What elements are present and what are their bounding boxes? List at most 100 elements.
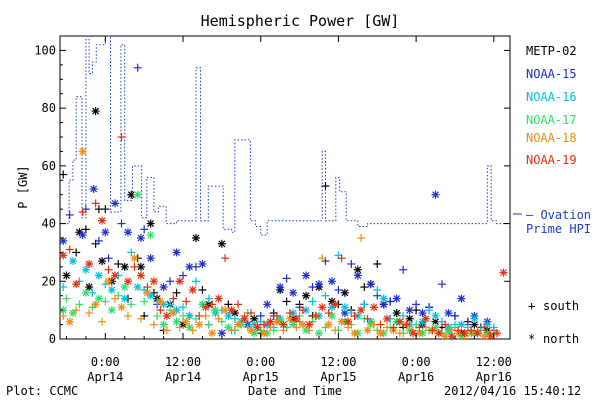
data-point [499,268,508,277]
footer-timestamp: 2012/04/16 15:40:12 [444,384,582,398]
data-point [153,311,162,320]
legend-item-noaa-18: NOAA-18 [526,131,577,145]
data-point [191,234,200,242]
data-point [182,297,191,306]
data-point [259,329,268,338]
data-point [130,262,139,271]
data-point [366,280,375,289]
x-tick-label-date: Apr15 [243,370,279,384]
data-point [195,311,204,320]
series-metp-02 [59,107,498,338]
data-point [428,326,437,335]
data-point [331,326,340,335]
data-point [65,210,74,219]
data-point [289,320,298,329]
legend-item-noaa-15: NOAA-15 [526,67,577,81]
data-point [431,311,440,320]
data-point [182,317,191,326]
data-point [253,323,262,332]
data-point [434,329,443,338]
data-point [72,248,81,257]
data-point [172,288,181,297]
data-point [198,259,207,268]
data-point [467,326,476,335]
data-point [101,205,110,214]
data-point [162,326,171,335]
data-point [227,326,236,335]
data-point [143,283,152,292]
data-point [120,262,129,271]
data-point [399,311,408,320]
data-point [412,300,421,309]
x-tick-label-date: Apr16 [476,370,512,384]
data-point [98,216,107,225]
data-point [344,317,353,326]
data-point [408,329,417,338]
data-point [395,317,404,326]
data-point [78,231,87,240]
data-point [175,323,184,332]
data-point [59,251,68,260]
data-point [169,294,178,303]
data-point [292,323,301,332]
y-tick-label: 80 [42,101,56,115]
data-point [347,259,356,268]
data-point [114,259,123,268]
data-point [179,271,188,280]
legend-south-label: south [543,299,580,313]
data-point [133,63,142,72]
data-point [81,265,90,274]
x-tick-label-date: Apr14 [165,370,201,384]
plot-frame [59,35,511,340]
series-noaa-19 [59,133,508,341]
legend-north-label: north [543,332,580,346]
data-point [85,283,94,292]
data-point [363,314,372,323]
x-tick-label-date: Apr16 [398,370,434,384]
data-point [324,320,333,329]
x-tick-label-time: 0:00 [402,355,431,369]
data-point [450,311,459,320]
data-point [123,228,132,237]
data-point [363,326,372,335]
data-point [78,147,87,156]
data-point [305,320,314,329]
data-point [221,306,230,315]
series-noaa-18 [59,147,502,341]
data-point [357,306,366,315]
data-point [127,248,136,257]
data-point [59,283,68,292]
data-point [117,303,126,312]
data-point [72,306,81,315]
data-point [392,309,401,318]
data-point [438,280,447,289]
data-point [224,323,233,332]
data-point [247,309,256,318]
data-point [208,300,217,309]
data-point [402,320,411,329]
data-point [486,332,495,341]
data-point [140,297,149,306]
data-point [227,306,236,315]
data-point [272,311,281,320]
data-point [104,277,113,286]
data-point [175,277,184,286]
data-point [272,317,281,326]
data-point [123,311,132,320]
legend-ovation-line2: Prime HPI [526,222,592,236]
data-point [340,303,349,312]
data-point [208,329,217,338]
data-point [149,277,158,286]
data-point [421,314,430,323]
data-point [321,291,330,300]
data-point [314,329,323,338]
data-point [94,271,103,280]
data-point [292,314,301,323]
y-tick-label: 20 [42,274,56,288]
data-point [156,306,165,315]
data-point [123,277,132,286]
data-point [405,306,414,315]
data-point [146,219,155,228]
data-point [480,332,489,341]
